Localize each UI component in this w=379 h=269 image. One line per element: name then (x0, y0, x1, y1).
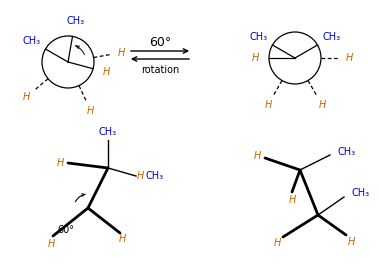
Text: CH₃: CH₃ (351, 188, 369, 198)
Text: 60°: 60° (58, 225, 75, 235)
Text: H: H (137, 171, 144, 181)
Text: CH₃: CH₃ (23, 36, 41, 46)
Text: H: H (288, 195, 296, 205)
Text: H: H (23, 92, 30, 102)
Text: CH₃: CH₃ (249, 32, 268, 42)
Text: CH₃: CH₃ (145, 171, 163, 181)
Text: H: H (103, 67, 110, 77)
Text: 60°: 60° (149, 36, 171, 48)
Text: CH₃: CH₃ (322, 32, 340, 42)
Text: H: H (347, 237, 355, 247)
Text: H: H (117, 48, 125, 58)
Text: rotation: rotation (141, 65, 179, 75)
Text: H: H (87, 106, 94, 116)
Text: H: H (47, 239, 55, 249)
Text: H: H (318, 100, 326, 110)
Text: H: H (273, 238, 281, 248)
Text: CH₃: CH₃ (66, 16, 85, 26)
Text: H: H (118, 234, 126, 244)
Text: H: H (345, 53, 353, 63)
Text: H: H (251, 53, 259, 63)
Text: H: H (253, 151, 261, 161)
Text: CH₃: CH₃ (99, 127, 117, 137)
Text: H: H (56, 158, 64, 168)
Text: CH₃: CH₃ (338, 147, 356, 157)
Text: H: H (264, 100, 272, 110)
